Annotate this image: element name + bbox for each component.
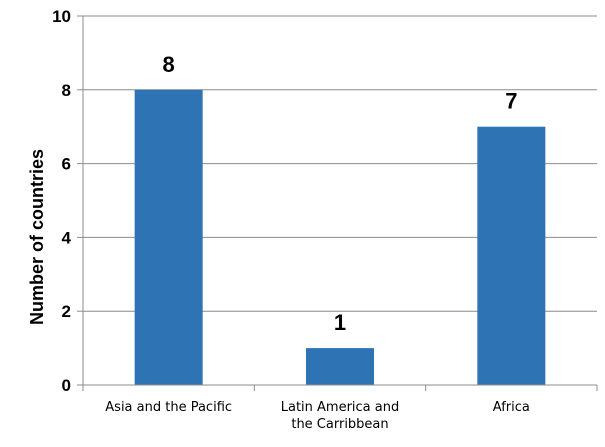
data-label-2: 7 [505,89,517,114]
data-label-0: 8 [163,52,175,77]
data-labels: 8 1 7 [163,52,518,335]
x-tick-label-line: Latin America and [281,400,400,415]
x-tick-label-1: Latin America and the Carribbean [281,400,400,432]
y-axis-title: Number of countries [27,149,47,325]
x-tick-label-line: Africa [493,400,530,415]
y-tick-label-10: 10 [52,7,71,26]
bar-0 [134,89,203,386]
bar-1 [306,348,374,385]
x-tick-label-line: the Carribbean [291,417,388,432]
y-tick-label-8: 8 [62,81,71,100]
y-tick-label-4: 4 [62,228,72,247]
y-tick-label-2: 2 [62,302,71,321]
y-tick-label-0: 0 [62,376,71,395]
x-tick-label-2: Africa [493,400,530,415]
bar-2 [477,126,546,385]
axes [82,16,598,391]
y-tick-label-6: 6 [62,155,71,174]
x-tick-labels: Asia and the Pacific Latin America and the… [105,400,530,432]
data-label-1: 1 [334,310,346,335]
y-tick-labels: 0 2 4 6 8 10 [52,7,83,395]
x-tick-label-0: Asia and the Pacific [105,400,232,415]
x-tick-label-line: Asia and the Pacific [105,400,232,415]
bars [134,89,546,386]
